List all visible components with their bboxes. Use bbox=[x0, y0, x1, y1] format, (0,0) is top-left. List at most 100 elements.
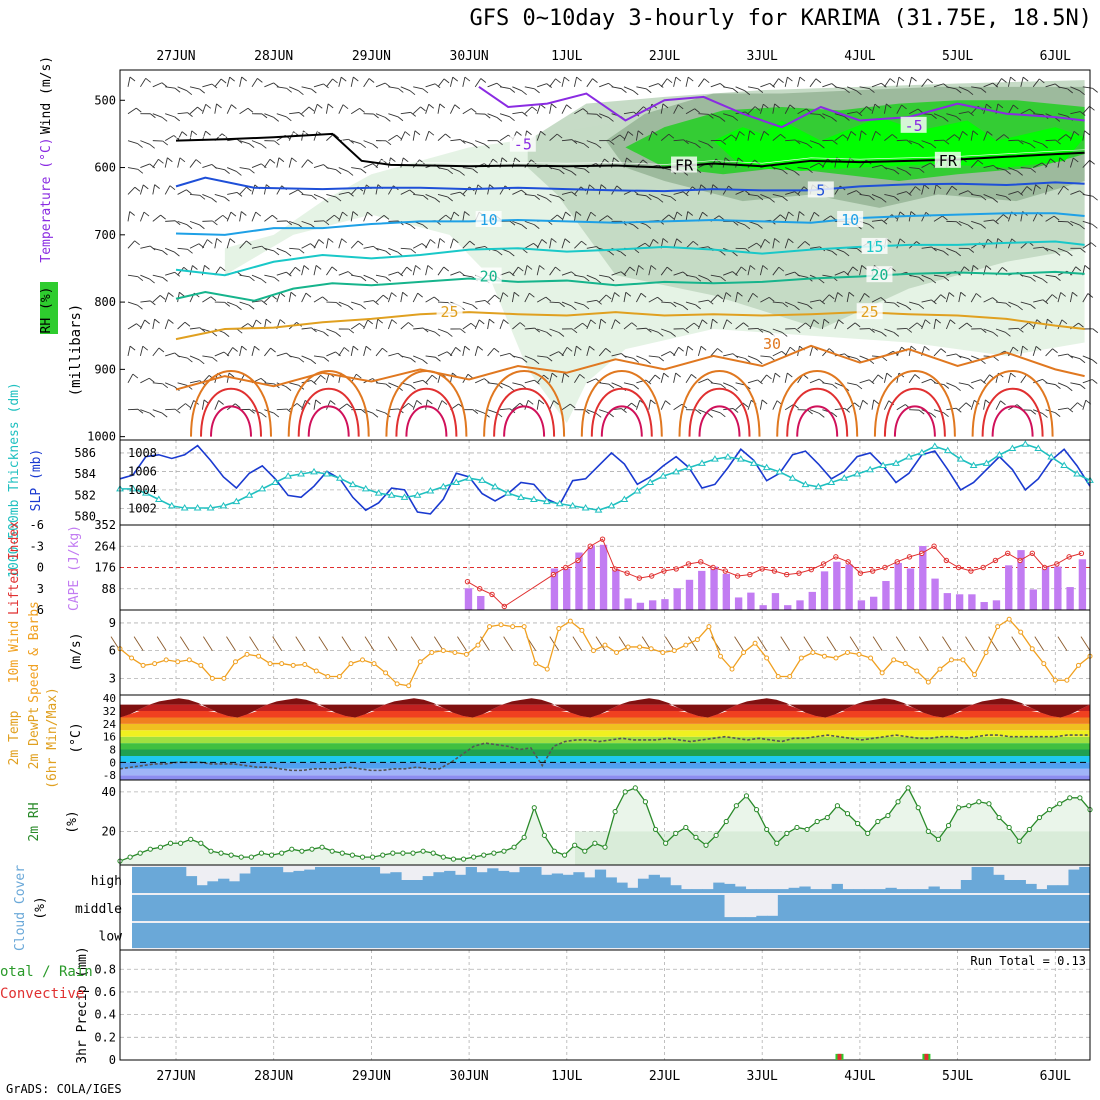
cloud-cell-middle bbox=[810, 895, 822, 921]
cape-bar bbox=[820, 571, 829, 610]
wind-barb-flag bbox=[353, 76, 359, 82]
wind-barb-flag bbox=[1003, 134, 1010, 139]
wind-barb-flag bbox=[651, 130, 658, 136]
wind-barb bbox=[251, 78, 258, 88]
cloud-cell-high bbox=[939, 889, 951, 893]
wind-barb-flag bbox=[161, 412, 168, 418]
wind-barb bbox=[363, 245, 374, 249]
wind10-point bbox=[567, 618, 573, 624]
wind-barb bbox=[760, 328, 770, 333]
wind-barb-flag bbox=[1030, 304, 1036, 309]
wind-barb-flag bbox=[342, 211, 348, 217]
wind-barb-flag bbox=[134, 240, 140, 246]
wind-barb-flag bbox=[546, 197, 552, 203]
rh-point bbox=[592, 840, 598, 846]
wind-barb bbox=[759, 131, 765, 141]
wind-barb-flag bbox=[894, 302, 900, 308]
thickness-point bbox=[323, 470, 331, 477]
wind-barb bbox=[772, 103, 776, 114]
wind-barb-flag bbox=[305, 292, 312, 298]
wind-barb bbox=[983, 374, 990, 384]
rh-point bbox=[895, 799, 901, 805]
rh-point bbox=[693, 834, 699, 840]
wind-barb-flag bbox=[311, 327, 317, 333]
wind-barb bbox=[1020, 274, 1031, 278]
wind-barb-flag bbox=[186, 224, 193, 230]
wind-barb bbox=[685, 108, 695, 115]
wind-barb-flag bbox=[385, 117, 391, 122]
wind-barb bbox=[400, 111, 411, 115]
wind-barb-flag bbox=[985, 265, 992, 270]
cloud-cell-low bbox=[982, 923, 994, 948]
wind-barb-flag bbox=[906, 328, 913, 333]
wind-barb-flag bbox=[298, 357, 305, 363]
wind-barb bbox=[847, 86, 857, 92]
wind-barb-flag bbox=[181, 131, 188, 137]
wind-barb-flag bbox=[968, 384, 974, 390]
wind-barb bbox=[933, 184, 937, 195]
wind-barb-flag bbox=[794, 191, 801, 197]
precip-legend-convective: Convective bbox=[0, 986, 84, 1002]
wind-barb-flag bbox=[534, 88, 540, 94]
cape-bar bbox=[563, 568, 571, 610]
wind10-point bbox=[579, 627, 585, 633]
wind-barb-flag bbox=[943, 250, 949, 256]
cloud-cell-low bbox=[896, 923, 908, 948]
wind-barb bbox=[797, 140, 808, 145]
wind-barb bbox=[884, 301, 895, 304]
wind-barb bbox=[1020, 374, 1027, 384]
wind-barb bbox=[896, 139, 907, 142]
thickness-point bbox=[788, 474, 797, 481]
wind10-tick-label: 3 bbox=[109, 671, 116, 685]
wind-barb bbox=[859, 130, 862, 141]
date-tick-top: 28JUN bbox=[254, 49, 293, 64]
wind-barb bbox=[462, 322, 472, 330]
boundary-layer-isotherm bbox=[210, 405, 252, 437]
wind-barb-flag bbox=[831, 384, 838, 389]
cloud-cell-low bbox=[433, 923, 445, 948]
rh-point bbox=[875, 818, 881, 825]
cloud-cell-low bbox=[487, 923, 499, 948]
wind-barb bbox=[821, 319, 825, 330]
wind-barb bbox=[586, 140, 597, 145]
wind-barb-flag bbox=[608, 383, 615, 389]
wind-barb bbox=[140, 163, 150, 168]
wind-barb-flag bbox=[443, 78, 450, 84]
wind-barb-flag bbox=[972, 265, 979, 270]
wind-barb bbox=[251, 184, 256, 195]
cloud-cell-low bbox=[454, 923, 467, 948]
cloud-cell-low bbox=[218, 923, 230, 948]
wind-barb bbox=[412, 400, 418, 410]
thickness-point bbox=[607, 501, 616, 509]
wind-barb-flag bbox=[546, 331, 552, 337]
wind-barb bbox=[909, 140, 919, 145]
wind-barb-flag bbox=[526, 130, 532, 136]
wind-barb-flag bbox=[303, 265, 310, 270]
wind10-barb bbox=[595, 636, 606, 651]
wind-barb bbox=[289, 86, 299, 92]
wind-barb bbox=[883, 372, 888, 383]
rh-point bbox=[673, 830, 679, 836]
wind-barb-flag bbox=[199, 327, 206, 333]
wind-barb bbox=[524, 194, 535, 197]
wind-barb bbox=[599, 274, 610, 278]
wind-barb bbox=[970, 400, 975, 410]
cape-tick-label: 88 bbox=[102, 582, 116, 596]
thickness-point bbox=[853, 470, 862, 477]
wind-barb-flag bbox=[551, 238, 557, 243]
wind-barb bbox=[747, 86, 758, 90]
cloud-cell-high bbox=[637, 878, 650, 893]
wind-barb-flag bbox=[261, 245, 268, 251]
rh-point bbox=[794, 824, 800, 831]
wind-barb-flag bbox=[410, 112, 416, 117]
wind-barb bbox=[723, 86, 734, 90]
wind-barb bbox=[933, 215, 943, 222]
wind-barb-flag bbox=[187, 112, 193, 117]
cloud-cell-middle bbox=[390, 895, 402, 921]
wind-barb bbox=[412, 292, 419, 303]
cloud-cell-low bbox=[476, 923, 488, 948]
cloud-cell-middle bbox=[164, 895, 176, 921]
wind10-point bbox=[614, 650, 620, 655]
rh-point bbox=[1067, 795, 1073, 801]
wind-barb-flag bbox=[431, 374, 438, 380]
